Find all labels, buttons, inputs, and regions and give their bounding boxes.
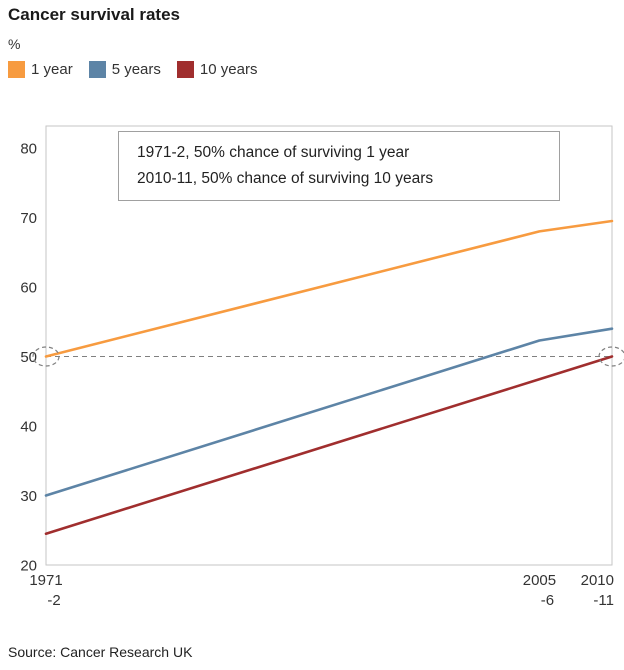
legend-label: 1 year bbox=[31, 61, 73, 78]
y-tick-label: 80 bbox=[20, 140, 37, 157]
highlight-circle bbox=[598, 346, 624, 367]
annotation-line-2: 2010-11, 50% chance of surviving 10 year… bbox=[137, 170, 434, 187]
series-line-10-years bbox=[44, 355, 614, 536]
annotation-box: 1971-2, 50% chance of surviving 1 year 2… bbox=[118, 131, 560, 201]
unit-label: % bbox=[8, 36, 21, 52]
legend-swatch bbox=[176, 61, 194, 78]
series-line-5-years bbox=[44, 327, 614, 497]
chart-title: Cancer survival rates bbox=[8, 5, 180, 24]
y-tick-label: 50 bbox=[20, 349, 37, 366]
legend-label: 5 years bbox=[111, 61, 161, 78]
y-tick-label: 40 bbox=[20, 418, 37, 435]
chart-svg: 20 30 40 50 60 70 80 1971 -2 2005 -6 2010 -11 bbox=[20, 125, 624, 609]
legend: 1 year 5 years 10 years bbox=[8, 61, 257, 78]
source-text: Source: Cancer Research UK bbox=[8, 644, 193, 660]
legend-item: 10 years bbox=[176, 61, 258, 78]
legend-swatch bbox=[88, 61, 106, 78]
y-tick-label: 20 bbox=[20, 557, 37, 574]
legend-item: 5 years bbox=[88, 61, 161, 78]
y-tick-label: 70 bbox=[20, 210, 37, 227]
legend-swatch bbox=[8, 61, 25, 78]
annotation-line-1: 1971-2, 50% chance of surviving 1 year bbox=[137, 144, 410, 161]
series-line-1-year bbox=[44, 219, 614, 358]
x-tick-label: 2010 bbox=[581, 572, 614, 589]
x-tick-label: 1971 bbox=[29, 572, 62, 589]
legend-label: 10 years bbox=[199, 61, 258, 78]
x-tick-sublabel: -6 bbox=[541, 592, 554, 609]
plot-border bbox=[45, 125, 613, 566]
legend-item: 1 year bbox=[8, 61, 73, 78]
x-tick-label: 2005 bbox=[523, 572, 556, 589]
y-tick-label: 30 bbox=[20, 488, 37, 505]
x-tick-sublabel: -2 bbox=[47, 592, 60, 609]
y-tick-label: 60 bbox=[20, 279, 37, 296]
highlight-circle bbox=[32, 346, 60, 367]
x-tick-sublabel: -11 bbox=[593, 592, 614, 609]
